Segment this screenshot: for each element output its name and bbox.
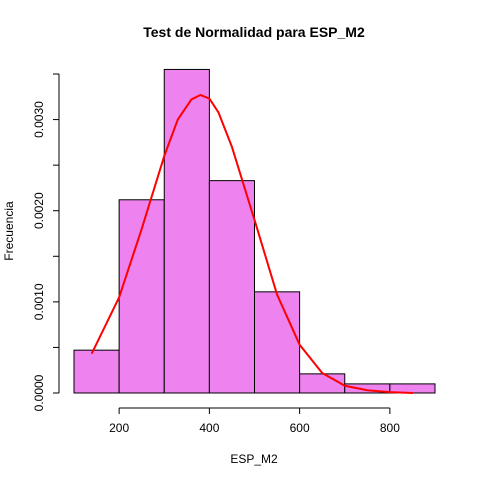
histogram-bar-5 xyxy=(255,292,300,393)
histogram-bar-1 xyxy=(74,350,119,393)
chart-title: Test de Normalidad para ESP_M2 xyxy=(143,24,365,40)
y-tick-label-2: 0.0010 xyxy=(32,283,46,320)
x-tick-label-200: 200 xyxy=(109,421,129,435)
histogram-bars xyxy=(74,69,435,393)
histogram-bar-4 xyxy=(209,181,254,393)
histogram-bar-6 xyxy=(300,374,345,393)
x-tick-label-800: 800 xyxy=(380,421,400,435)
y-axis-label: Frecuencia xyxy=(2,201,16,261)
y-tick-label-4: 0.0030 xyxy=(32,101,46,138)
x-tick-label-600: 600 xyxy=(290,421,310,435)
x-tick-label-400: 400 xyxy=(199,421,219,435)
y-tick-label-1: 0.0000 xyxy=(32,374,46,411)
x-axis-label: ESP_M2 xyxy=(230,452,278,466)
histogram-bar-3 xyxy=(164,69,209,393)
y-axis: 0.0000 0.0010 0.0020 0.0030 xyxy=(32,74,59,411)
x-axis: 200 400 600 800 xyxy=(109,408,400,435)
y-tick-label-3: 0.0020 xyxy=(32,192,46,229)
